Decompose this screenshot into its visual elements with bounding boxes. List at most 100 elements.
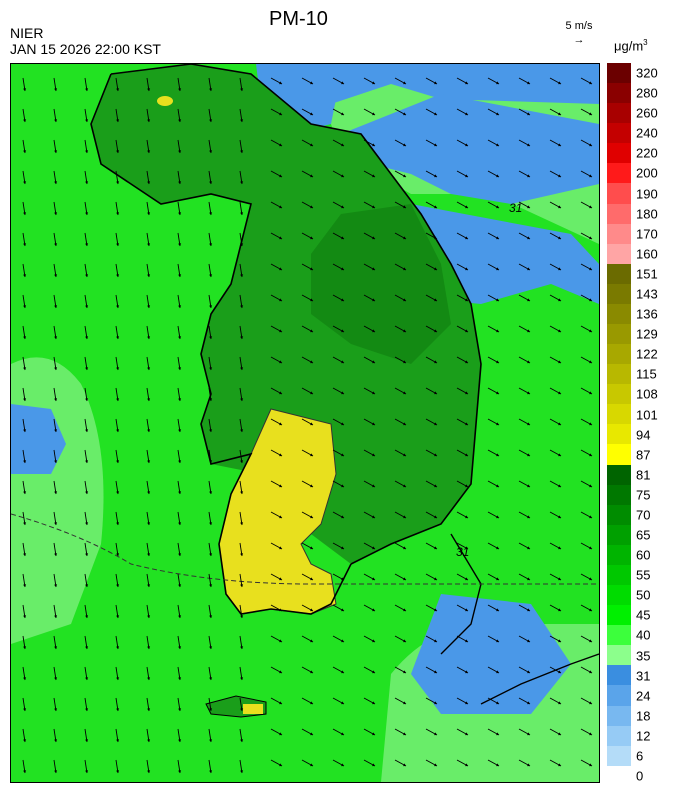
- wind-vector-head: [558, 701, 561, 705]
- color-scale-swatch: [607, 665, 631, 686]
- wind-vector-head: [178, 646, 182, 649]
- wind-vector-head: [85, 150, 89, 153]
- wind-vector-head: [54, 181, 58, 184]
- wind-vector-head: [178, 522, 182, 525]
- wind-vector-head: [589, 763, 592, 767]
- wind-vector-head: [240, 150, 244, 153]
- wind-vector-head: [147, 150, 151, 153]
- wind-vector-head: [23, 739, 27, 742]
- wind-vector-head: [310, 267, 313, 271]
- pm10-map[interactable]: 31 31: [10, 63, 600, 783]
- wind-vector-head: [23, 243, 27, 246]
- japan-coastline: [440, 533, 482, 655]
- color-scale-swatch: [607, 625, 631, 646]
- wind-vector-head: [54, 336, 58, 339]
- wind-vector-head: [589, 484, 592, 488]
- wind-vector-head: [116, 336, 120, 339]
- wind-vector-head: [116, 398, 120, 401]
- wind-vector-head: [178, 615, 182, 618]
- wind-vector-head: [341, 236, 344, 240]
- wind-reference-label: 5 m/s: [565, 20, 593, 32]
- wind-vector-head: [116, 708, 120, 711]
- wind-vector-head: [558, 143, 561, 147]
- wind-vector-head: [372, 81, 375, 85]
- wind-vector-head: [116, 491, 120, 494]
- wind-vector-head: [279, 236, 282, 240]
- wind-vector-head: [147, 305, 151, 308]
- wind-vector-head: [558, 81, 561, 85]
- wind-vector-head: [558, 763, 561, 767]
- wind-vector-head: [23, 615, 27, 618]
- yellow-zone-jeju: [243, 704, 263, 714]
- wind-vector-head: [116, 553, 120, 556]
- wind-vector-head: [403, 763, 406, 767]
- wind-vector-head: [23, 212, 27, 215]
- wind-vector-head: [496, 391, 499, 395]
- wind-vector-head: [496, 577, 499, 581]
- wind-vector-head: [372, 298, 375, 302]
- color-scale-swatch: [607, 324, 631, 345]
- wind-vector-head: [341, 391, 344, 395]
- wind-vector-head: [465, 515, 468, 519]
- wind-vector-head: [147, 367, 151, 370]
- wind-vector-head: [341, 763, 344, 767]
- color-scale-swatch: [607, 263, 631, 284]
- wind-vector-head: [558, 391, 561, 395]
- wind-vector-head: [240, 336, 244, 339]
- wind-vector-head: [85, 491, 89, 494]
- wind-vector-head: [496, 298, 499, 302]
- wind-vector-head: [209, 677, 213, 680]
- wind-vector-head: [558, 608, 561, 612]
- unit-label: μg/m3: [614, 38, 648, 53]
- wind-vector-head: [310, 608, 313, 612]
- wind-vector-head: [23, 274, 27, 277]
- wind-vector-head: [310, 763, 313, 767]
- wind-vector-head: [85, 119, 89, 122]
- wind-vector-head: [341, 422, 344, 426]
- wind-vector-head: [85, 274, 89, 277]
- wind-vector-head: [23, 119, 27, 122]
- wind-vector-head: [558, 670, 561, 674]
- wind-vector-head: [209, 553, 213, 556]
- wind-vector-head: [589, 81, 592, 85]
- wind-vector-head: [372, 701, 375, 705]
- wind-vector-head: [341, 453, 344, 457]
- wind-vector-head: [465, 639, 468, 643]
- wind-vector-head: [85, 677, 89, 680]
- wind-vector-head: [178, 305, 182, 308]
- wind-vector-head: [54, 677, 58, 680]
- wind-vector-head: [54, 150, 58, 153]
- wind-vector-head: [209, 305, 213, 308]
- color-scale-swatch: [607, 544, 631, 565]
- color-scale-tick-label: 122: [636, 346, 658, 362]
- wind-vector-head: [147, 119, 151, 122]
- wind-vector-head: [496, 267, 499, 271]
- wind-vector-head: [147, 584, 151, 587]
- color-scale-tick-label: 75: [636, 487, 651, 503]
- wind-vector-head: [240, 460, 244, 463]
- wind-vector-head: [341, 329, 344, 333]
- wind-vector-head: [589, 391, 592, 395]
- wind-vector-head: [372, 453, 375, 457]
- wind-vector-head: [434, 267, 437, 271]
- wind-vector-head: [116, 615, 120, 618]
- wind-vector-head: [527, 484, 530, 488]
- wind-vector-head: [279, 81, 282, 85]
- wind-vector-head: [310, 515, 313, 519]
- wind-vector-head: [527, 391, 530, 395]
- wind-vector-head: [341, 577, 344, 581]
- wind-vector-head: [147, 770, 151, 773]
- wind-vector-head: [279, 701, 282, 705]
- wind-vector-head: [589, 546, 592, 550]
- wind-vector-head: [209, 429, 213, 432]
- wind-vector-head: [85, 460, 89, 463]
- wind-vector-head: [54, 615, 58, 618]
- wind-vector-head: [85, 429, 89, 432]
- wind-vector-head: [434, 732, 437, 736]
- wind-vector-head: [116, 181, 120, 184]
- wind-vector-head: [403, 112, 406, 116]
- wind-vector-head: [558, 298, 561, 302]
- wind-vector-head: [465, 174, 468, 178]
- wind-vector-head: [116, 677, 120, 680]
- wind-vector-head: [279, 391, 282, 395]
